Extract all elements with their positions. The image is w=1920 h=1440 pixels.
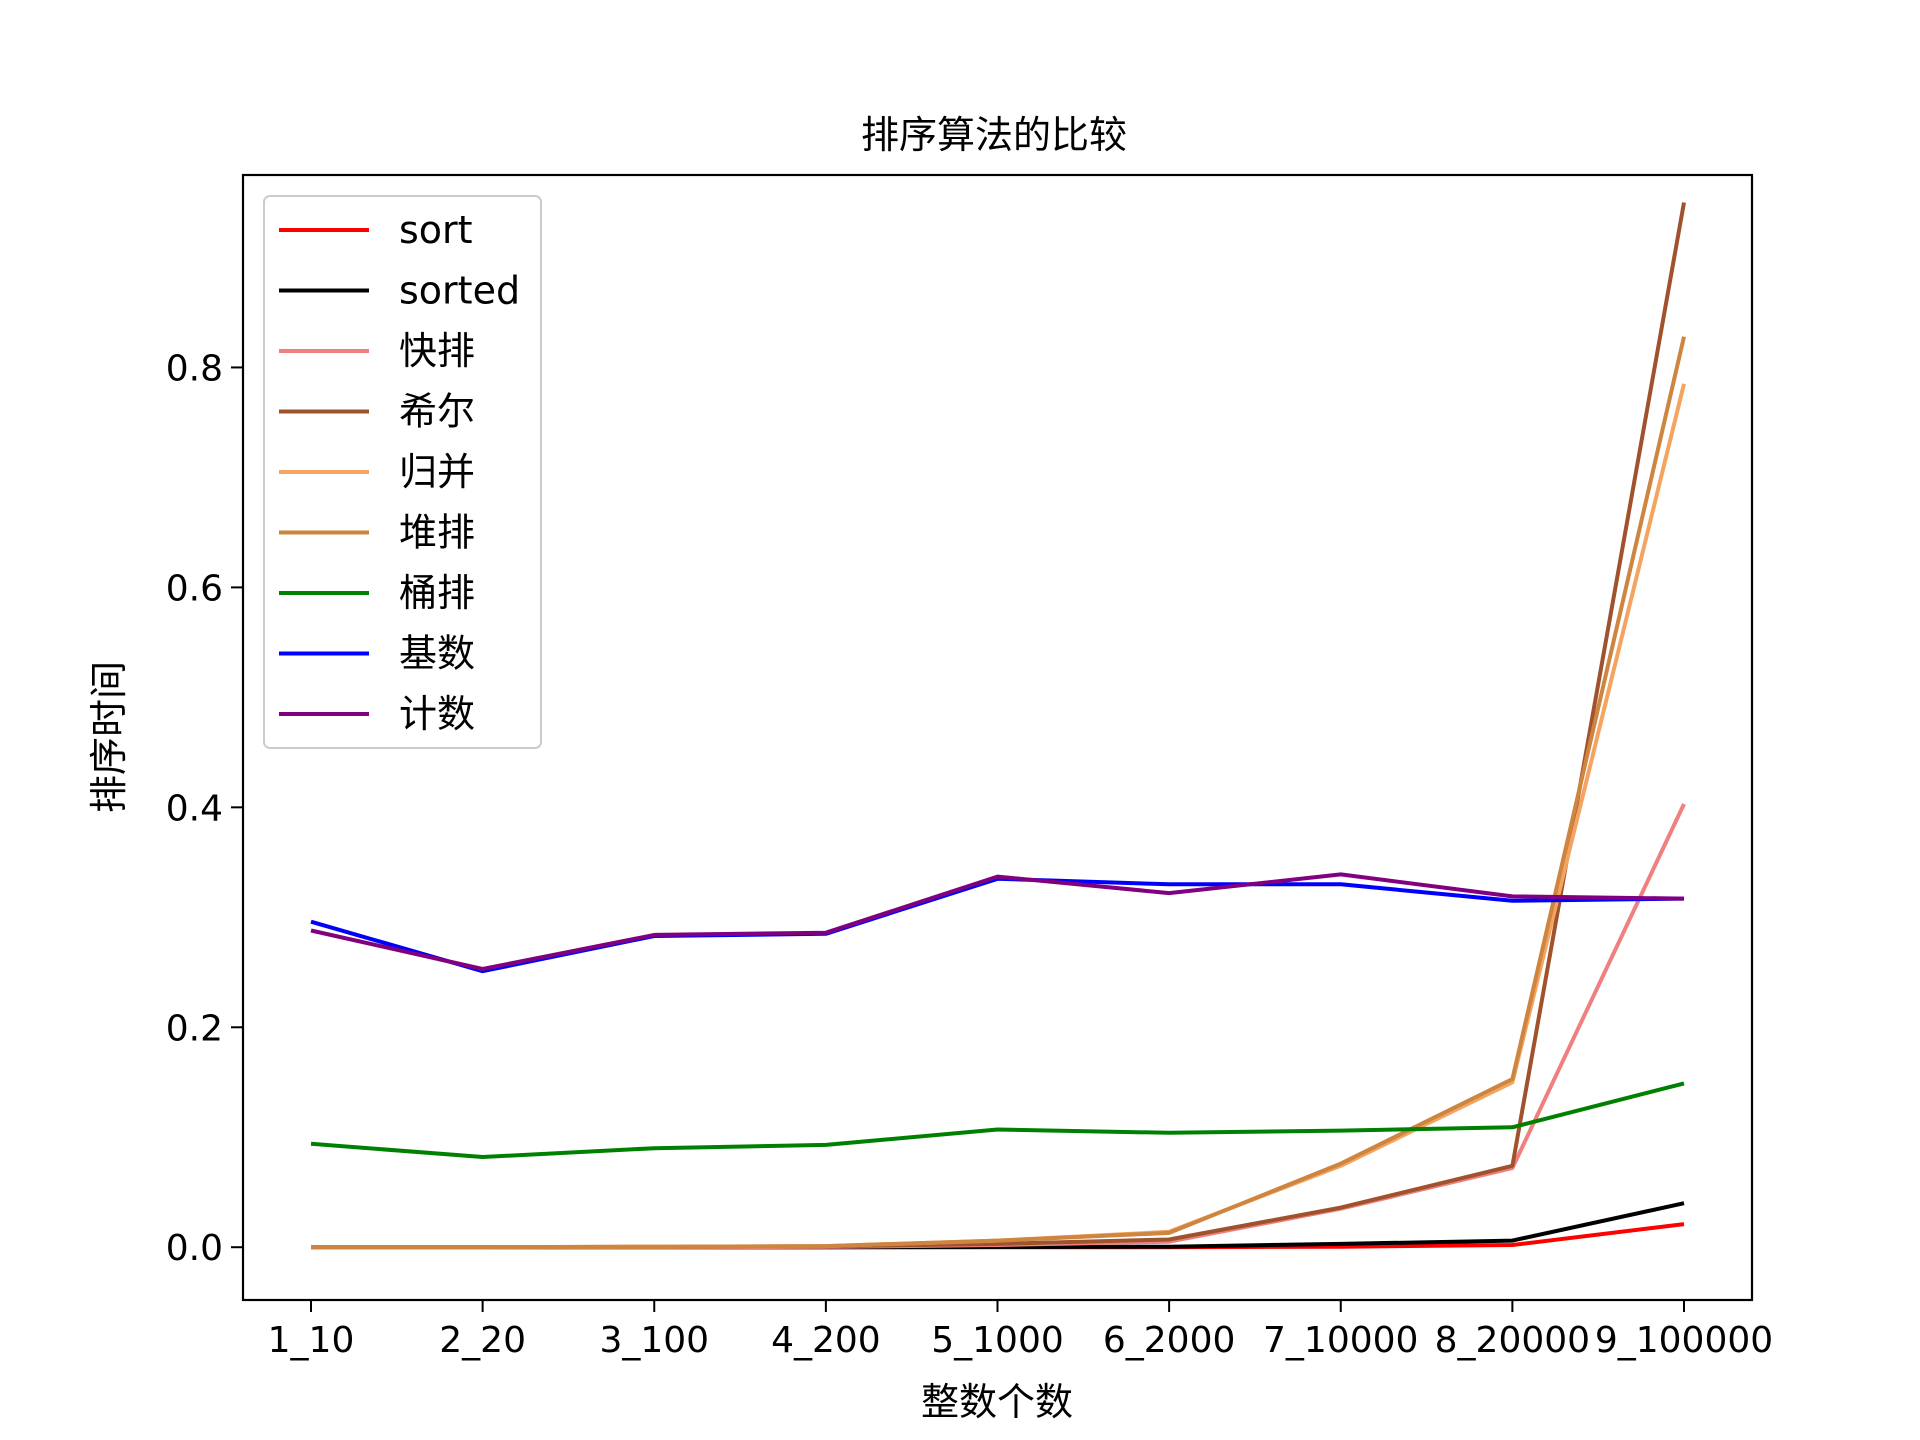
x-axis: 1_10 2_20 3_100 4_200 5_1000 6_2000 7_10000 8_2… [268,1300,1773,1361]
series-line-6 [310,1081,1685,1159]
y-tick-label: 0.2 [166,1008,223,1049]
legend-label: 希尔 [399,390,475,434]
series-line-5 [311,336,1686,1250]
x-tick-label: 5_1000 [931,1320,1064,1361]
x-tick-label: 6_2000 [1103,1320,1236,1361]
y-tick-label: 0.0 [166,1228,223,1269]
legend-label: 桶排 [399,571,475,615]
x-tick-label: 1_10 [268,1320,355,1361]
x-tick-label: 4_200 [771,1320,881,1361]
series-line-2 [311,803,1686,1250]
legend-label: 堆排 [399,511,475,555]
y-tick-label: 0.8 [166,348,223,389]
y-axis: 0.0 0.2 0.4 0.6 0.8 [166,348,243,1269]
x-tick-label: 3_100 [599,1320,709,1361]
x-axis-label: 整数个数 [921,1380,1073,1424]
legend-box [263,195,542,749]
x-tick-label: 9_100000 [1595,1320,1773,1361]
legend-label: 计数 [399,692,475,736]
y-tick-label: 0.6 [166,568,223,609]
chart-title: 排序算法的比较 [861,113,1127,157]
series-line-8 [310,872,1685,971]
y-axis-label: 排序时间 [87,661,131,813]
x-tick-label: 7_10000 [1263,1320,1418,1361]
x-tick-label: 8_20000 [1435,1320,1590,1361]
legend-label: 快排 [399,329,475,373]
legend-label: sorted [399,269,520,313]
legend-label: 基数 [399,632,475,676]
x-tick-label: 2_20 [439,1320,526,1361]
legend-label: sort [399,208,473,252]
legend-label: 归并 [399,450,475,494]
y-tick-label: 0.4 [166,788,223,829]
series-layer [310,202,1686,1250]
